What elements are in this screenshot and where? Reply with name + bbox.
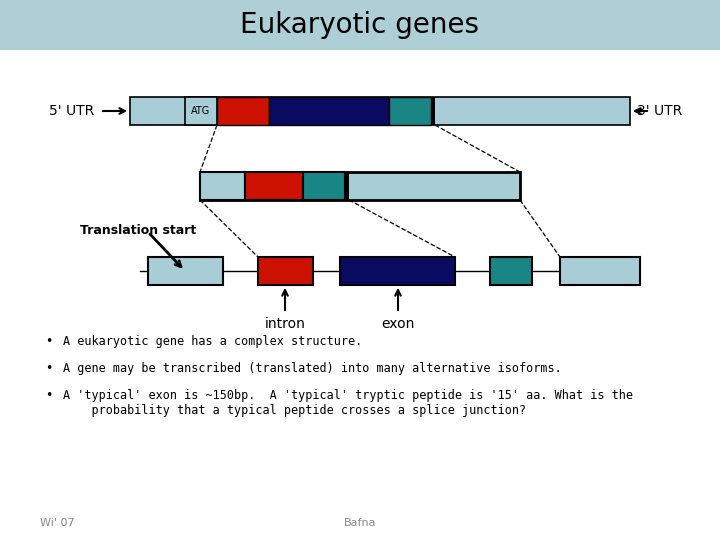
Text: ATG: ATG: [192, 106, 211, 116]
Bar: [560, 257, 640, 285]
Bar: [130, 97, 630, 125]
Text: A eukaryotic gene has a complex structure.: A eukaryotic gene has a complex structur…: [63, 335, 362, 348]
Bar: [185, 97, 217, 125]
Text: Bafna: Bafna: [343, 518, 377, 528]
Text: •: •: [45, 362, 53, 375]
Text: •: •: [45, 335, 53, 348]
Bar: [431, 97, 435, 125]
Bar: [0, 0, 720, 50]
Text: A gene may be transcribed (translated) into many alternative isoforms.: A gene may be transcribed (translated) i…: [63, 362, 562, 375]
Bar: [200, 172, 520, 200]
Text: Eukaryotic genes: Eukaryotic genes: [240, 11, 480, 39]
Bar: [258, 257, 313, 285]
Text: A 'typical' exon is ~150bp.  A 'typical' tryptic peptide is '15' aa. What is the: A 'typical' exon is ~150bp. A 'typical' …: [63, 389, 633, 417]
Bar: [303, 172, 345, 200]
Bar: [200, 172, 245, 200]
Bar: [217, 97, 269, 125]
Text: 5' UTR: 5' UTR: [50, 104, 94, 118]
Bar: [269, 97, 389, 125]
Bar: [345, 172, 349, 200]
Text: intron: intron: [264, 317, 305, 331]
Bar: [245, 172, 303, 200]
Bar: [148, 257, 223, 285]
Text: Wi' 07: Wi' 07: [40, 518, 75, 528]
Bar: [389, 97, 431, 125]
Text: Translation start: Translation start: [80, 224, 197, 237]
Bar: [490, 257, 532, 285]
Bar: [340, 257, 455, 285]
Text: 3' UTR: 3' UTR: [637, 104, 683, 118]
Text: •: •: [45, 389, 53, 402]
Text: exon: exon: [382, 317, 415, 331]
